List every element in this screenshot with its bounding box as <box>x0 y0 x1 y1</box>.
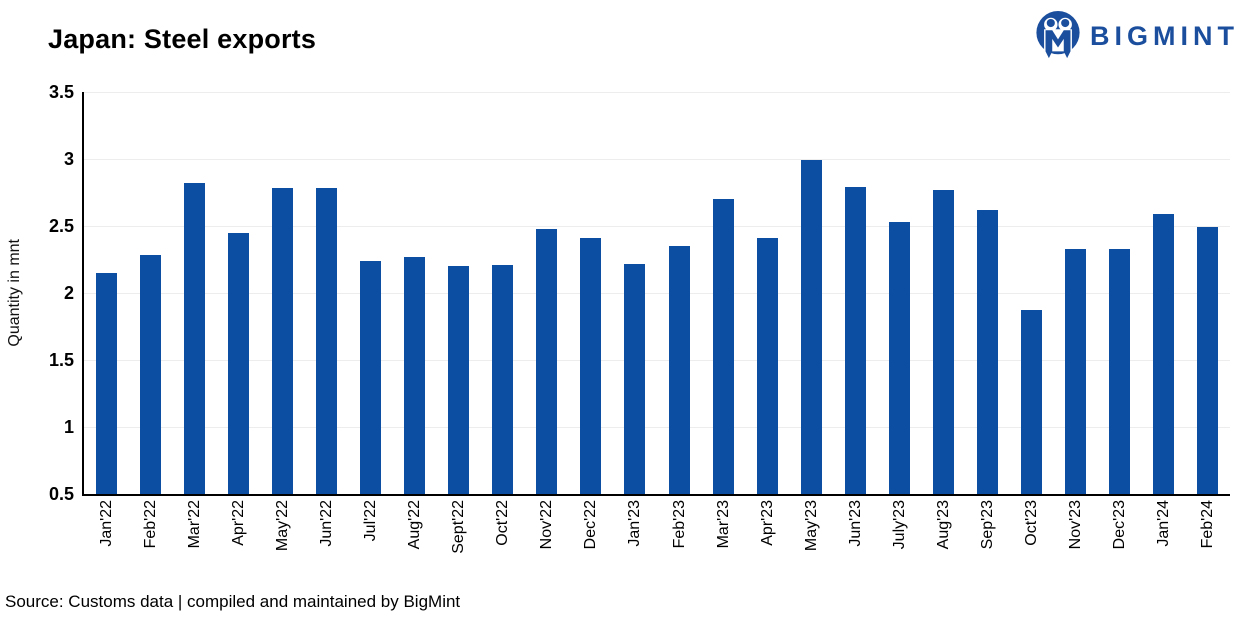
x-tick-label: Jun'22 <box>317 500 335 547</box>
x-tick-label: Mar'23 <box>714 500 732 549</box>
x-tick-label: Sept'22 <box>450 500 468 554</box>
x-tick-label: Jul'22 <box>362 500 379 542</box>
bar <box>668 246 690 494</box>
x-tick-label: Oct'22 <box>494 500 512 546</box>
x-tick-label: Sep'23 <box>979 500 997 550</box>
bar <box>888 221 910 494</box>
x-tick-label: Feb'24 <box>1199 500 1217 549</box>
bar <box>756 238 778 494</box>
x-tick-label: Aug'23 <box>935 500 952 550</box>
x-tick-label: Feb'22 <box>141 500 159 549</box>
y-tick-label: 3 <box>63 149 74 169</box>
bar <box>536 228 558 494</box>
gridline <box>84 92 1230 93</box>
bar <box>404 256 426 494</box>
x-tick-label: Feb'23 <box>670 500 688 549</box>
bar <box>977 209 999 494</box>
bar <box>271 188 293 494</box>
x-axis-labels: Jan'22 Feb'22 Mar'22 Apr'22 May'22 Jun'22 Jul'… <box>84 500 1230 590</box>
x-tick-label: May'23 <box>802 500 820 552</box>
x-tick-label: Oct'23 <box>1023 500 1041 546</box>
bar <box>800 160 822 494</box>
bar <box>580 238 602 494</box>
x-tick-label: Nov'22 <box>538 500 556 550</box>
x-tick-label: Jan'23 <box>626 500 644 547</box>
x-tick-label: Apr'22 <box>229 500 247 546</box>
bigmint-logo-icon <box>1036 11 1080 59</box>
y-tick-label: 0.5 <box>48 484 74 504</box>
x-tick-label: Mar'22 <box>185 500 203 549</box>
x-tick-label: Jun'23 <box>846 500 864 547</box>
bar <box>139 255 161 494</box>
y-tick-label: 3.5 <box>48 82 74 102</box>
x-tick-label: Apr'23 <box>758 500 776 546</box>
x-tick-label: Dec'22 <box>582 500 600 550</box>
bar <box>844 187 866 494</box>
bar <box>1065 248 1087 494</box>
y-tick-label: 2.5 <box>48 216 74 236</box>
bar <box>1021 310 1043 494</box>
bigmint-logo: BIGMINT <box>1034 10 1239 62</box>
bar <box>448 266 470 494</box>
gridline <box>84 293 1230 294</box>
source-note: Source: Customs data | compiled and main… <box>5 592 461 611</box>
bar <box>95 272 117 494</box>
bar <box>1109 248 1131 494</box>
x-tick-label: Jan'24 <box>1155 500 1173 547</box>
y-tick-label: 1.5 <box>48 350 74 370</box>
bar <box>227 232 249 494</box>
x-tick-label: Nov'23 <box>1067 500 1085 550</box>
x-tick-label: May'22 <box>273 500 291 552</box>
bar <box>1153 213 1175 494</box>
bar <box>183 183 205 494</box>
bar <box>624 263 646 494</box>
bar <box>1197 227 1219 494</box>
bar <box>360 260 381 494</box>
bar <box>315 188 337 494</box>
gridline <box>84 427 1230 428</box>
x-tick-label: Jan'22 <box>97 500 115 547</box>
gridline <box>84 159 1230 160</box>
y-tick-label: 1 <box>63 417 74 437</box>
x-tick-label: Dec'23 <box>1111 500 1129 550</box>
x-tick-label: Aug'22 <box>406 500 424 550</box>
plot-area <box>82 92 1230 496</box>
y-tick-label: 2 <box>63 283 74 303</box>
bar <box>712 199 734 494</box>
gridline <box>84 226 1230 227</box>
x-tick-label: July'23 <box>890 500 908 550</box>
bigmint-logo-text: BIGMINT <box>1090 20 1239 51</box>
bar <box>492 264 514 494</box>
chart-title: Japan: Steel exports <box>48 24 317 54</box>
bar <box>933 189 954 494</box>
gridline <box>84 360 1230 361</box>
